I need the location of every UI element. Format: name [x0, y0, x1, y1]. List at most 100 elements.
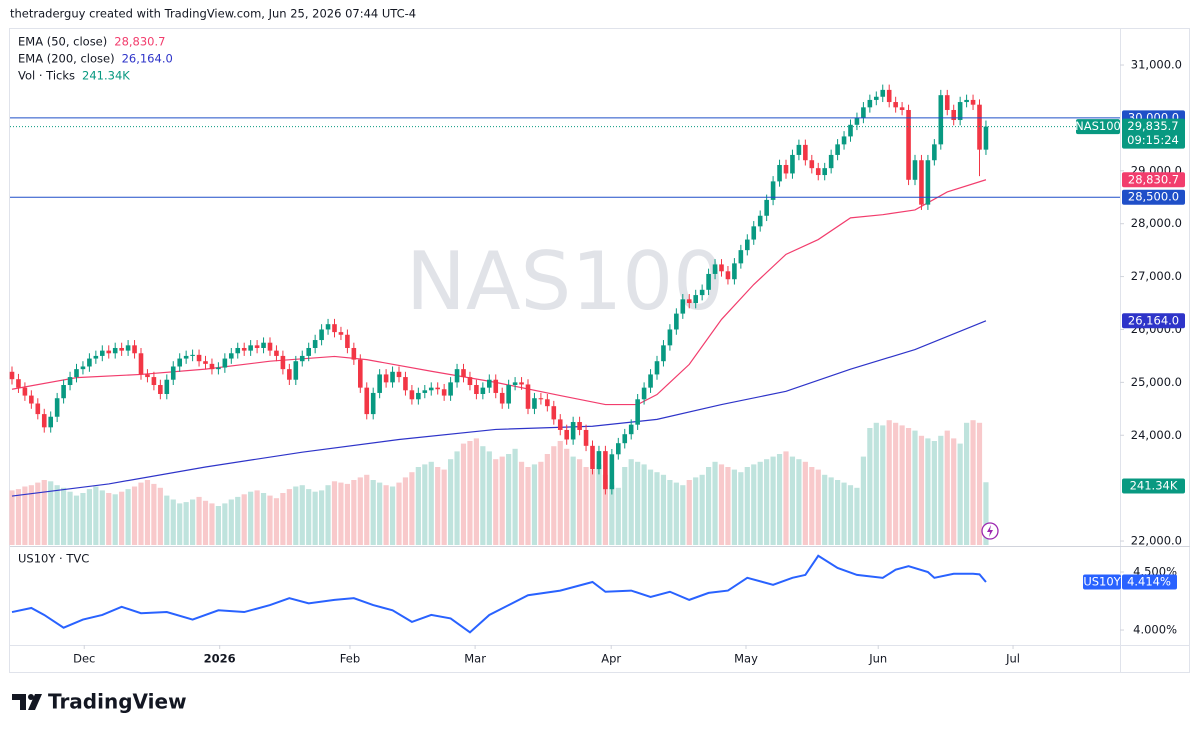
volume-bar: [428, 461, 434, 545]
candle-body: [229, 353, 234, 359]
volume-bar: [215, 506, 221, 545]
candle-body: [648, 374, 653, 388]
volume-bar: [254, 490, 260, 545]
candle-body: [725, 271, 731, 280]
volume-bar: [151, 483, 157, 545]
volume-bar: [957, 443, 963, 545]
candle-body: [29, 395, 34, 404]
volume-bar: [48, 481, 54, 545]
volume-bar: [635, 461, 641, 545]
candle-body: [416, 392, 421, 400]
volume-bar: [783, 451, 789, 545]
candle-body: [16, 379, 21, 388]
candle-body: [80, 366, 86, 370]
candle-body: [570, 422, 576, 440]
volume-bar: [680, 485, 686, 545]
candle-body: [977, 104, 982, 150]
hline-label: 28,500.0: [1128, 190, 1179, 204]
volume-bar: [389, 486, 396, 545]
volume-bar: [557, 441, 563, 545]
candle-body: [938, 95, 944, 145]
volume-bar: [370, 480, 376, 545]
candle-body: [209, 363, 215, 370]
candle-body: [964, 99, 969, 103]
candle-body: [661, 345, 666, 362]
candle-body: [654, 361, 660, 375]
volume-bar: [860, 456, 866, 545]
watermark: NAS100: [406, 235, 724, 328]
volume-bar: [67, 491, 73, 545]
candle-body: [699, 289, 705, 296]
hline-label-bg: [1122, 189, 1185, 205]
replay-icon[interactable]: [981, 522, 999, 540]
candle-body: [261, 342, 266, 348]
volume-bar: [93, 486, 99, 545]
candle-body: [487, 379, 492, 388]
volume-bar: [673, 482, 679, 545]
volume-bar: [312, 491, 318, 545]
candle-body: [9, 371, 15, 380]
volume-bar: [764, 459, 770, 545]
candle-body: [67, 377, 73, 386]
candle-body: [835, 144, 840, 155]
volume-bar: [248, 491, 254, 545]
x-tick-label: Jun: [868, 652, 887, 666]
candle-body: [222, 358, 228, 368]
volume-badge-bg: [1122, 478, 1185, 494]
volume-bar: [383, 485, 389, 545]
volume-bar: [177, 503, 183, 545]
x-tick-label: Jul: [1005, 652, 1020, 666]
candle-body: [886, 89, 892, 103]
volume-bar: [583, 467, 589, 545]
volume-bar: [518, 461, 525, 545]
candle-body: [106, 350, 112, 354]
x-tick-label: Apr: [601, 652, 621, 666]
volume-bar: [609, 485, 615, 545]
candle-body: [525, 384, 531, 409]
volume-bar: [106, 493, 112, 545]
volume-bar: [86, 489, 92, 545]
candle-body: [87, 358, 92, 367]
volume-bar: [570, 456, 576, 545]
candle-body: [854, 117, 860, 125]
volume-bar: [596, 464, 602, 545]
volume-bar: [667, 480, 673, 545]
ema-line: [11, 320, 987, 497]
volume-bar: [454, 451, 460, 545]
volume-bar: [99, 490, 105, 545]
volume-bar: [460, 443, 467, 545]
volume-bar: [357, 477, 363, 545]
candle-body: [203, 361, 208, 364]
candle-body: [822, 168, 827, 176]
legend-value: 28,830.7: [114, 35, 165, 49]
candle-body: [848, 124, 853, 137]
volume-bar: [899, 425, 905, 545]
volume-bar: [789, 456, 796, 545]
candle-body: [951, 109, 956, 121]
volume-bar: [828, 477, 834, 545]
volume-bar: [267, 495, 273, 545]
candle-body: [738, 250, 744, 264]
volume-bar: [970, 420, 976, 545]
volume-bar: [15, 489, 22, 545]
ema-badge: 28,830.7: [1128, 172, 1179, 186]
volume-bar: [402, 477, 409, 545]
candle-body: [545, 399, 550, 407]
volume-bar: [286, 489, 292, 545]
candle-body: [93, 355, 99, 359]
volume-bar: [377, 482, 383, 545]
volume-bar: [396, 482, 402, 545]
volume-bar: [80, 493, 86, 545]
volume-bar: [61, 487, 67, 545]
volume-bar: [467, 441, 473, 545]
volume-bar: [144, 480, 151, 545]
ema-badge-bg: [1122, 172, 1185, 188]
candle-body: [248, 345, 253, 351]
volume-bar: [293, 486, 299, 545]
volume-bar: [112, 494, 118, 545]
volume-bar: [306, 489, 312, 545]
x-tick-label: Feb: [340, 652, 360, 666]
volume-bar: [641, 464, 647, 545]
candle-body: [299, 355, 305, 362]
volume-bar: [660, 474, 667, 545]
